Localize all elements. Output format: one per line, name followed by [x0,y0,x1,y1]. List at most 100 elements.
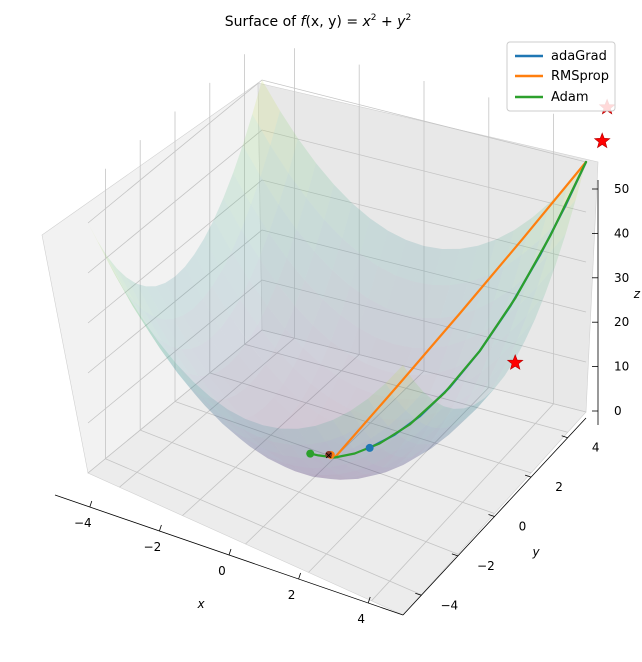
surface-patch [224,418,252,439]
surface-patch [396,239,424,282]
gridline-z [87,129,587,274]
surface-patch [398,430,426,451]
start-star-marker [506,353,524,370]
surface-patch [202,286,230,329]
surface-patch [380,435,408,453]
surface-patch [423,427,452,450]
title-args: (x, y) = [305,14,362,30]
surface-patch [475,267,504,310]
surface-patch [448,309,476,346]
surface-patch [204,220,232,271]
surface-patch [126,277,154,317]
surface-patch [231,229,260,281]
surface-patch [403,448,432,465]
surface-patch [252,436,280,453]
surface-patch [471,357,500,394]
surface-patch [326,424,355,447]
surface-patch [212,270,240,316]
surface-patch [390,441,419,458]
surface-patch [428,367,456,397]
surface-patch [342,203,370,254]
surface-patch [413,439,442,459]
surface-patch [144,311,172,347]
tick-mark [159,524,162,532]
surface-patch [280,428,308,445]
surface-patch [213,198,242,252]
surface-patch [285,305,313,348]
z-tick-label: 50 [614,182,629,196]
surface-patch [294,280,323,325]
surface-patch [275,328,303,368]
surface-patch [293,347,321,384]
surface-patch [456,398,485,425]
surface-patch [435,383,464,413]
surface-patch [388,445,416,463]
surface-patch [393,454,422,468]
tick-mark [89,500,93,508]
surface-patch [360,218,388,267]
surface-patch [263,397,292,425]
title-exp-1: 2 [371,13,377,23]
surface-patch [366,337,395,371]
surface-patch [136,283,164,320]
surface-patch [88,223,116,276]
gridlines [87,48,587,602]
surface-patch [421,434,449,455]
surface-patch [336,407,365,433]
surface-patch [463,347,492,384]
surface-patch [161,341,190,374]
surface-patch [358,298,387,338]
surface-patch [509,286,538,333]
surface-patch [175,362,203,399]
surface-patch [517,293,546,340]
surface-patch [519,255,548,305]
surface-patch [408,412,436,436]
surface-patch [252,80,280,146]
surface-patch [422,285,450,319]
surface-patch [420,345,448,376]
surface-patch [167,358,196,395]
surface-patch [286,229,315,281]
surface-patch [440,282,468,319]
x-tick-label: 4 [357,612,365,626]
surface-patch [193,381,221,414]
surface-patch [192,299,221,339]
surface-patch [309,414,337,439]
surface-patch [169,360,198,393]
gridline-z [87,79,587,224]
surface-patch [314,219,343,271]
surface-patch [173,315,201,349]
surface-patch [255,435,283,456]
y-tick-label: 0 [519,520,527,534]
surface-patch [223,173,251,230]
x-tick-label: −2 [144,540,162,554]
surface-patch [486,230,514,277]
surface-patch [206,397,235,421]
surface-patch [214,413,243,437]
surface-patch [216,399,245,421]
surface-patch [375,464,404,475]
surface-patch [171,346,199,377]
surface-patch [253,407,282,433]
surface-patch [438,340,466,373]
x-tick-label: −4 [74,516,92,530]
start-star-marker [593,132,611,149]
surface-patch [233,145,261,205]
surface-patch [261,432,290,452]
surface-patch [441,413,470,440]
surface-patch [259,451,288,465]
tick-mark [298,572,301,580]
surface-patch [229,299,258,342]
surface-patch [140,316,168,359]
surface-patch [466,388,495,419]
surface-patch [179,368,207,398]
surface-patch [296,197,325,252]
surface-patch [242,114,271,177]
surface-patch [486,359,515,396]
surface-patch [234,419,262,439]
surface-patch [350,470,378,478]
surface-patch [247,440,276,460]
surface-patch [285,467,313,477]
surface-patch [272,441,301,458]
